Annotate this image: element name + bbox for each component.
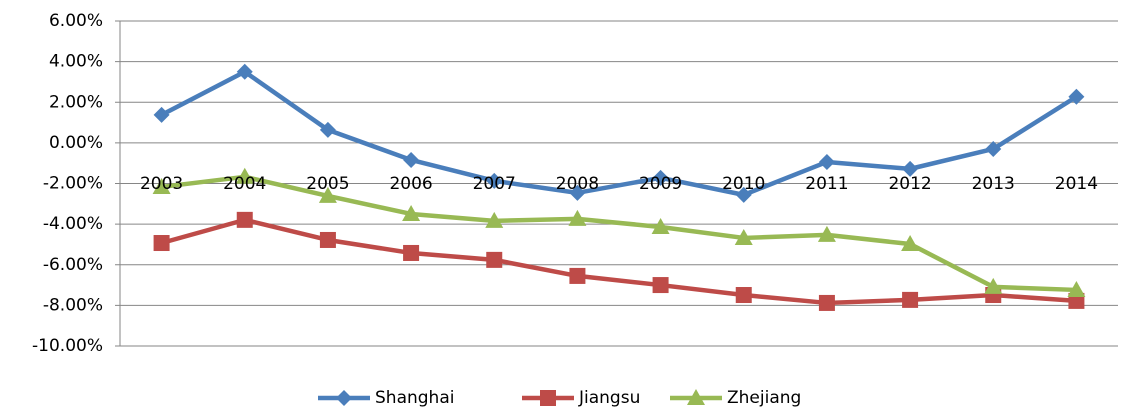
data-point [735,287,752,304]
legend-marker [336,390,352,406]
x-tick-label: 2004 [223,174,266,194]
y-tick-label: -2.00% [43,174,103,194]
legend-label: Zhejiang [727,388,801,408]
y-tick-label: 6.00% [49,11,103,31]
legend-entry: Jiangsu [522,388,640,408]
x-tick-label: 2014 [1055,174,1098,194]
data-point [652,277,669,294]
series-line [161,174,1077,293]
data-point [485,211,504,228]
x-tick-label: 2006 [389,174,432,194]
x-tick-label: 2011 [805,174,848,194]
data-point [902,291,919,308]
legend-label: Shanghai [375,388,454,408]
data-point [734,228,753,245]
data-point [818,294,835,311]
data-point [319,231,336,248]
data-point [235,167,254,184]
data-point [1067,280,1086,297]
x-tick-label: 2012 [888,174,931,194]
data-point [901,235,920,252]
data-point [236,63,253,80]
data-point [153,235,170,252]
data-point [984,277,1003,294]
legend-marker [687,389,705,405]
x-tick-label: 2009 [639,174,682,194]
y-tick-label: 2.00% [49,92,103,112]
data-point [568,209,587,226]
legend-entry: Shanghai [318,388,454,408]
y-tick-label: -6.00% [43,255,103,275]
data-point [153,106,170,123]
data-point [651,217,670,234]
y-tick-label: 0.00% [49,133,103,153]
data-point [403,244,420,261]
data-point [652,169,669,186]
legend-marker [540,390,556,406]
data-point [817,225,836,242]
y-tick-label: -8.00% [43,295,103,315]
data-point [818,153,835,170]
data-point [569,267,586,284]
legend-label: Jiangsu [578,388,640,408]
x-tick-label: 2010 [722,174,765,194]
x-tick-label: 2003 [140,174,183,194]
data-point [486,172,503,189]
data-point [152,177,171,194]
data-point [319,121,336,138]
data-point [735,186,752,203]
y-tick-label: -10.00% [32,336,103,356]
y-tick-label: -4.00% [43,214,103,234]
legend-entry: Zhejiang [670,388,801,408]
data-point [985,140,1002,157]
y-tick-label: 4.00% [49,52,103,72]
data-point [1068,88,1085,105]
data-point [569,184,586,201]
x-tick-label: 2005 [306,174,349,194]
data-point [236,211,253,228]
data-point [403,151,420,168]
x-tick-label: 2013 [972,174,1015,194]
x-tick-label: 2007 [473,174,516,194]
series-line [160,217,1077,306]
data-point [902,160,919,177]
x-tick-label: 2008 [556,174,599,194]
series-line [160,69,1078,198]
data-point [402,204,421,221]
data-point [486,251,503,268]
data-point [318,186,337,203]
